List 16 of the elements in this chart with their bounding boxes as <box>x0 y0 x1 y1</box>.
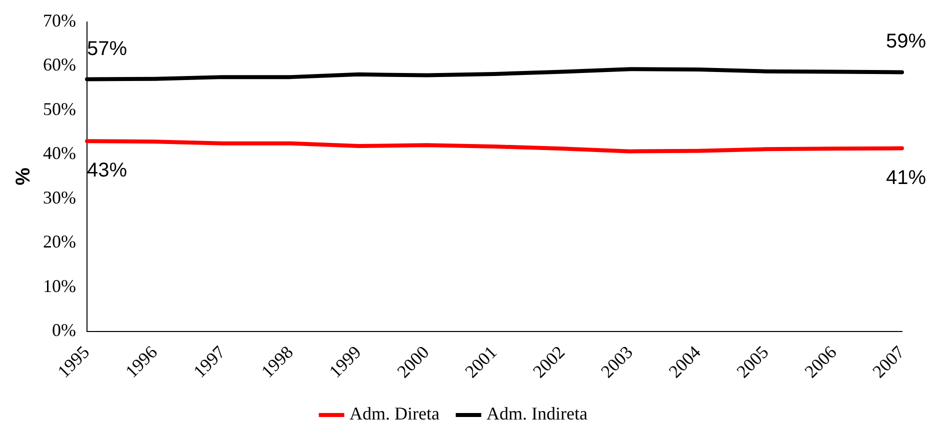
annotation: 41% <box>886 166 926 189</box>
x-tick-label: 1999 <box>325 342 365 382</box>
y-tick-label: 40% <box>42 143 76 164</box>
y-axis-title: % <box>12 167 35 186</box>
legend-label: Adm. Indireta <box>486 404 588 424</box>
y-tick-label: 50% <box>42 98 76 119</box>
y-tick-label: 20% <box>42 232 76 252</box>
annotation: 43% <box>86 160 128 182</box>
legend-label: Adm. Direta <box>350 404 440 424</box>
y-tick-label: 60% <box>42 54 76 75</box>
y-tick-label: 30% <box>42 187 76 208</box>
annotation: 57% <box>86 38 128 60</box>
y-tick-label: 10% <box>42 276 76 296</box>
annotation: 59% <box>886 30 926 53</box>
y-tick-label: 0% <box>52 320 76 340</box>
y-tick-label: 70% <box>42 10 76 31</box>
